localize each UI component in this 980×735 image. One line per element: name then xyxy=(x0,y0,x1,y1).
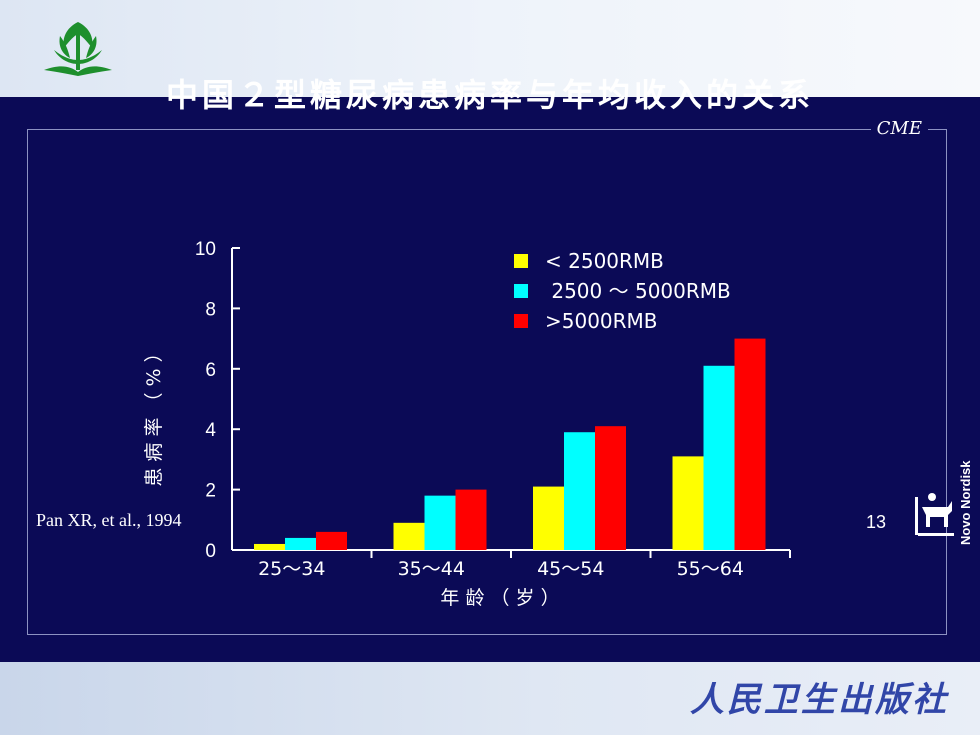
slide-frame: CME xyxy=(27,118,947,635)
legend-label: >5000RMB xyxy=(545,309,658,333)
bar xyxy=(455,489,487,550)
y-tick-label: 8 xyxy=(205,299,216,320)
x-tick-label: 25～34 xyxy=(258,558,325,580)
legend-swatch xyxy=(514,314,528,328)
bar xyxy=(393,522,425,550)
legend-label: 2500 ～ 5000RMB xyxy=(545,279,731,303)
bar xyxy=(595,426,626,550)
chart-legend: < 2500RMB 2500 ～ 5000RMB >5000RMB xyxy=(514,249,731,333)
apis-bull-logo-icon xyxy=(915,493,954,536)
header-band xyxy=(0,0,980,97)
x-tick-label: 45～54 xyxy=(537,558,604,580)
legend-swatch xyxy=(514,254,528,268)
publisher-logo: 人民卫生出版社 xyxy=(690,680,949,720)
bar xyxy=(316,531,347,550)
chart-title: 中国２型糖尿病患病率与年均收入的关系 xyxy=(165,76,814,114)
y-axis-label: 患 病 率 （ % ） xyxy=(143,343,165,486)
bar xyxy=(672,456,704,550)
page-number: 13 xyxy=(866,512,887,532)
legend-label: < 2500RMB xyxy=(545,249,664,273)
cme-label: CME xyxy=(870,118,928,139)
y-tick-label: 2 xyxy=(205,481,216,502)
bar xyxy=(424,495,456,550)
footer-band xyxy=(0,662,980,735)
x-tick-label: 55～64 xyxy=(677,558,744,580)
y-tick-label: 10 xyxy=(195,239,216,260)
brand-name: Novo Nordisk xyxy=(958,460,973,545)
y-tick-label: 4 xyxy=(205,420,216,441)
x-axis-label: 年 龄 （ 岁 ） xyxy=(440,587,559,609)
chart-bars xyxy=(254,338,766,550)
slide-panel: CME xyxy=(0,97,980,662)
leaf-logo-icon xyxy=(44,22,112,76)
legend-swatch xyxy=(514,284,528,298)
bar xyxy=(564,432,595,550)
bar xyxy=(703,365,735,550)
y-tick-label: 6 xyxy=(205,360,216,381)
bar xyxy=(285,537,316,550)
bar xyxy=(254,543,285,550)
chart-axes: 0 2 4 6 8 10 25～34 35～44 45～54 55～64 xyxy=(195,239,791,580)
x-tick-label: 35～44 xyxy=(398,558,465,580)
y-tick-label: 0 xyxy=(205,541,216,562)
bar xyxy=(734,338,766,550)
citation: Pan XR, et al., 1994 xyxy=(36,510,182,530)
bar xyxy=(533,486,564,550)
